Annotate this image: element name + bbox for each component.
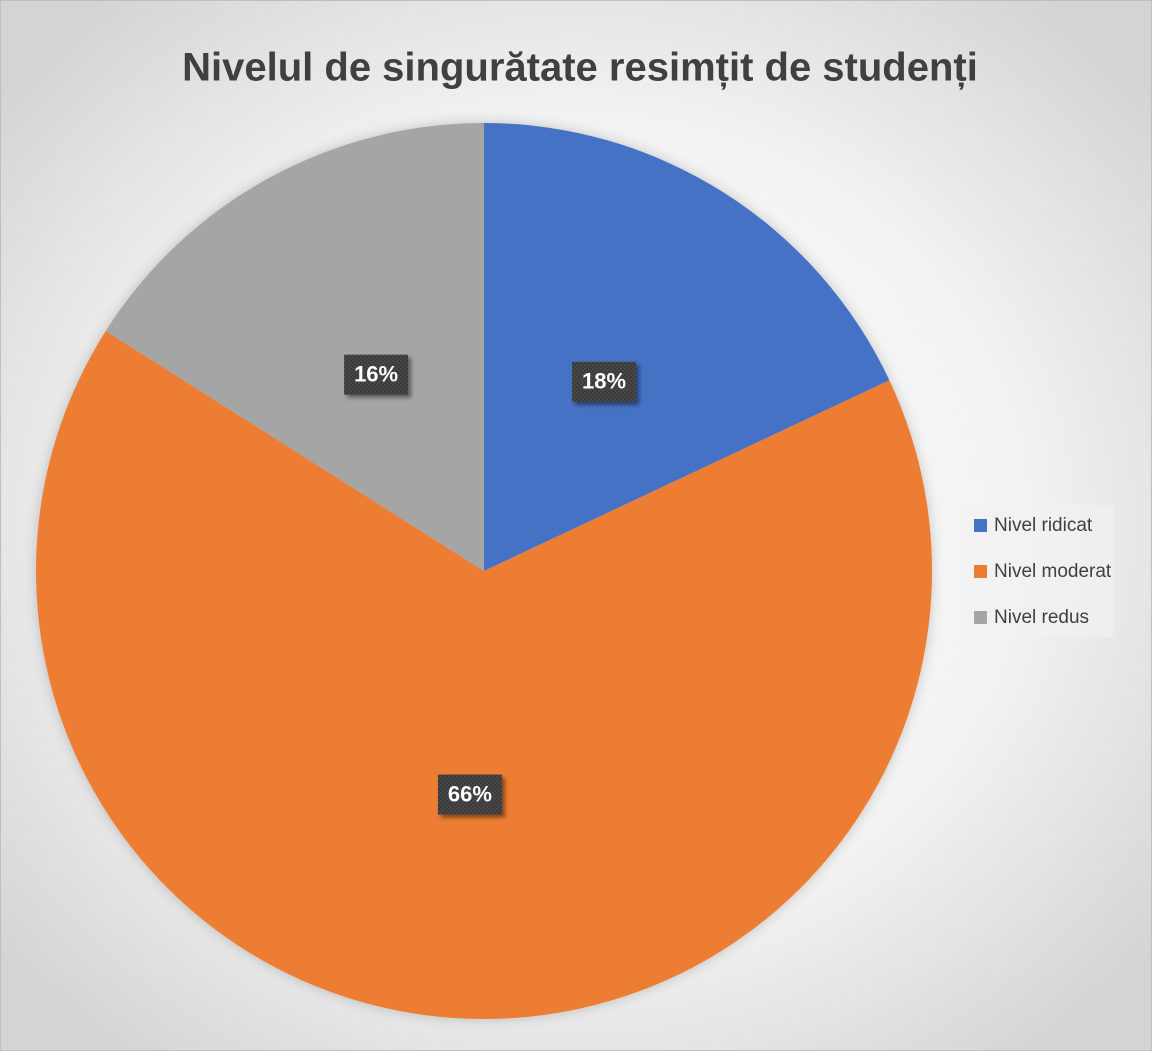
pie-slice: [484, 123, 890, 571]
data-label: 18%: [582, 369, 626, 394]
legend-swatch: [974, 611, 987, 624]
legend-label: Nivel ridicat: [994, 515, 1093, 536]
legend-box: [962, 505, 1114, 637]
pie-slice: [36, 330, 932, 1019]
legend-swatch: [974, 565, 987, 578]
legend-swatch: [974, 519, 987, 532]
legend-label: Nivel redus: [994, 607, 1089, 628]
data-label-box: [572, 361, 637, 402]
data-label-box: [437, 774, 502, 815]
legend-label: Nivel moderat: [994, 561, 1112, 582]
pie-slice: [105, 123, 484, 571]
data-label: 16%: [354, 362, 398, 387]
data-label-box: [344, 354, 409, 395]
pie: [36, 123, 932, 1019]
data-label: 66%: [448, 781, 492, 806]
chart-title: Nivelul de singurătate resimțit de stude…: [182, 46, 978, 90]
